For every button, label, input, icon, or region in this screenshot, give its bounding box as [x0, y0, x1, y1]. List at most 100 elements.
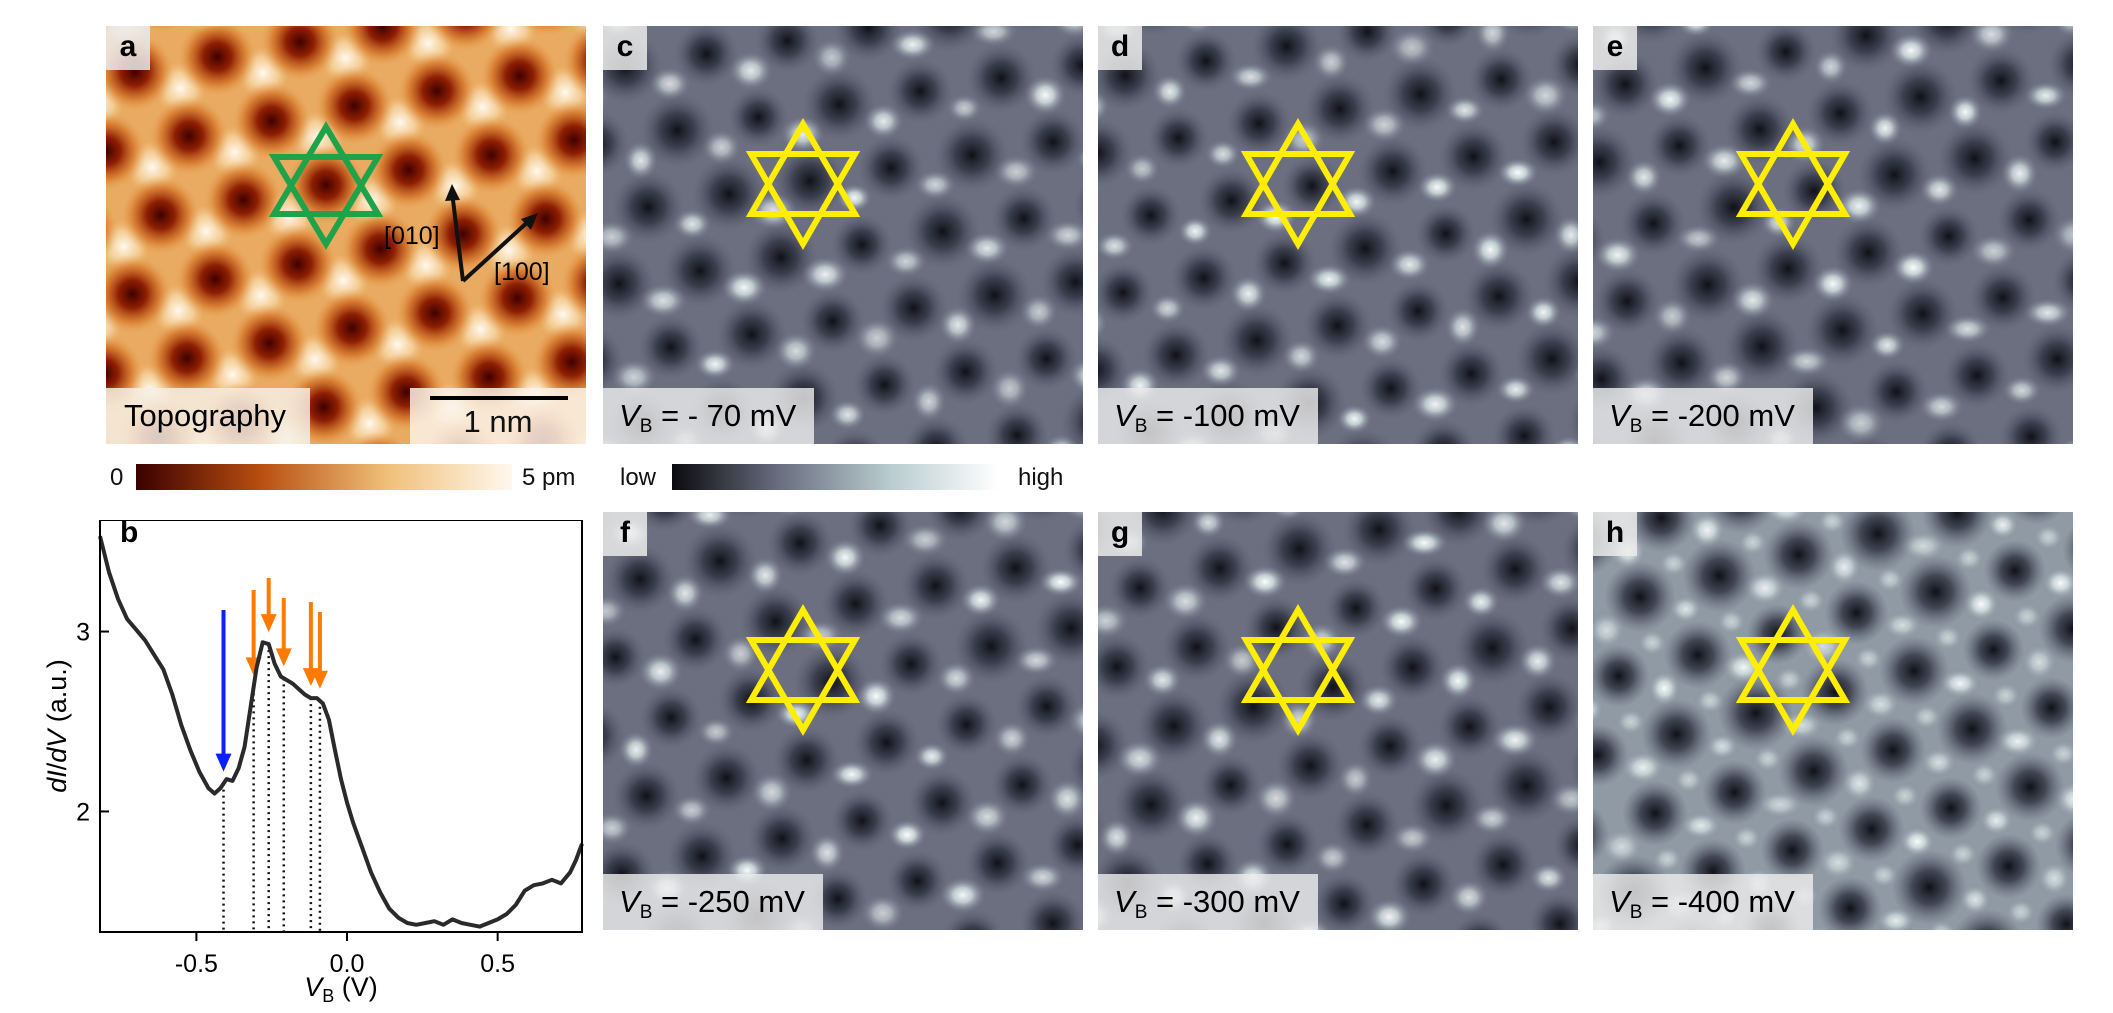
map-bright-spot [2068, 665, 2073, 684]
map-dark-spot [934, 117, 1010, 193]
map-dark-spot [663, 234, 737, 308]
map-dark-spot [1034, 591, 1083, 666]
star-of-david-map-inverted [1240, 151, 1356, 250]
map-bright-spot [1481, 512, 1527, 543]
blue-arrow [215, 610, 232, 772]
map-bright-spot [603, 84, 608, 110]
map-dark-spot [674, 26, 739, 87]
map-bright-spot [911, 382, 947, 422]
map-dark-spot [1175, 30, 1237, 92]
map-dark-spot [1879, 635, 1950, 706]
map-dark-spot [1604, 561, 1676, 633]
map-dark-spot [682, 524, 758, 599]
didv-colorbar-max: high [1018, 464, 1064, 491]
map-dark-spot [1412, 418, 1475, 444]
map-bright-spot [1881, 610, 1923, 640]
map-dark-spot [942, 909, 1004, 930]
topo-depression [562, 26, 586, 98]
map-bright-spot [1200, 355, 1241, 387]
map-dark-spot [1098, 262, 1154, 324]
map-dark-spot [1999, 405, 2063, 444]
map-bright-spot [666, 574, 704, 613]
orange-arrow [311, 612, 328, 689]
map-bright-spot [1978, 804, 2015, 837]
map-dark-spot [1943, 342, 2010, 409]
panel-c-didv-map: c VB = - 70 mV [603, 26, 1083, 444]
map-dark-spot [1014, 327, 1078, 391]
map-bright-spot [2052, 215, 2073, 254]
map-dark-spot [666, 821, 737, 892]
y-tick-label: 2 [76, 798, 90, 826]
lattice-direction-arrows [445, 184, 538, 283]
map-bright-spot [1163, 582, 1208, 621]
map-bright-spot [697, 717, 735, 747]
map-dark-spot [716, 298, 788, 370]
map-bright-spot [1518, 643, 1558, 680]
map-dark-spot [1480, 534, 1550, 604]
map-bright-spot [1020, 294, 1058, 330]
map-dark-spot [1244, 595, 1309, 660]
map-dark-spot [1919, 777, 1982, 840]
topo-depression [106, 201, 119, 259]
map-bright-spot [1705, 360, 1747, 395]
map-dark-spot [721, 512, 768, 520]
panel-label-g: g [1098, 512, 1142, 556]
map-bright-spot [1539, 566, 1578, 599]
map-bright-spot [1953, 544, 1986, 573]
topo-colorbar-max: 5 pm [522, 464, 576, 491]
map-dark-spot [1818, 876, 1883, 930]
map-bright-spot [1445, 96, 1485, 125]
map-bright-spot [618, 731, 654, 769]
map-dark-spot [1882, 59, 1958, 135]
topo-depression [427, 26, 503, 52]
map-dark-spot [1113, 767, 1188, 842]
map-dark-spot [1415, 203, 1476, 264]
map-dark-spot [1261, 512, 1337, 587]
map-dark-spot [1622, 780, 1688, 847]
map-dark-spot [1488, 748, 1564, 824]
map-bright-spot [1919, 173, 1959, 207]
didv-map-image [1098, 512, 1578, 930]
map-dark-spot [1995, 752, 2065, 822]
map-bright-spot [1756, 790, 1805, 819]
map-bright-spot [1751, 744, 1784, 773]
map-bright-spot [1045, 434, 1078, 444]
map-dark-spot [2062, 525, 2073, 574]
map-bright-spot [1065, 512, 1083, 521]
map-dark-spot [1275, 731, 1345, 800]
map-bright-spot [1445, 307, 1481, 347]
topo-depression [368, 130, 449, 210]
map-dark-spot [772, 726, 841, 794]
topo-depression [140, 26, 186, 33]
map-dark-spot [1409, 768, 1484, 843]
map-bright-spot [809, 833, 845, 872]
map-dark-spot [1670, 247, 1746, 323]
map-dark-spot [612, 762, 681, 830]
map-bright-spot [1152, 74, 1188, 109]
map-bright-spot [1867, 111, 1903, 146]
didv-map-image [1593, 512, 2073, 930]
map-bright-spot [1124, 153, 1160, 185]
topo-depression [560, 245, 586, 321]
map-bright-spot [1742, 570, 1788, 607]
map-bright-spot [2011, 602, 2043, 631]
map-dark-spot [2024, 111, 2073, 173]
map-bright-spot [1675, 224, 1721, 253]
map-bright-spot [702, 129, 741, 165]
map-dark-spot [1724, 309, 1800, 384]
map-bright-spot [2001, 153, 2038, 194]
map-dark-spot [691, 156, 767, 232]
map-dark-spot [1593, 645, 1650, 708]
map-dark-spot [639, 686, 703, 749]
map-dark-spot [1552, 815, 1578, 875]
map-dark-spot [831, 213, 893, 276]
map-dark-spot [1593, 125, 1637, 200]
map-bright-spot [1817, 845, 1859, 881]
map-bright-spot [1205, 139, 1241, 169]
map-bright-spot [1401, 528, 1448, 557]
map-dark-spot [1539, 596, 1578, 661]
map-bright-spot [1149, 293, 1186, 324]
map-bright-spot [1557, 26, 1578, 33]
map-dark-spot [1062, 519, 1083, 581]
map-dark-spot [886, 850, 949, 912]
